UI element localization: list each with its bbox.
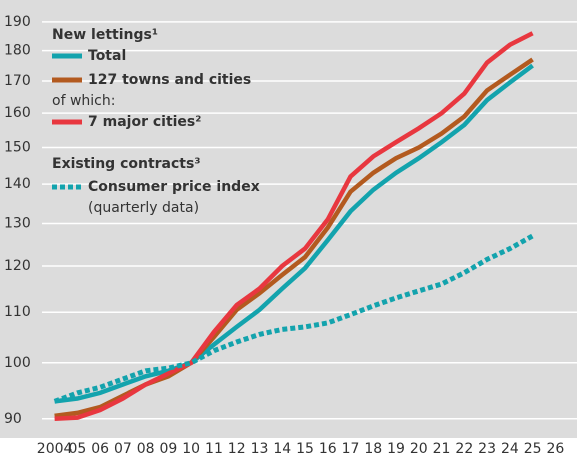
legend-label: 127 towns and cities [88, 72, 251, 88]
x-tick-label: 14 [273, 441, 291, 457]
x-tick-label: 24 [501, 441, 519, 457]
x-tick-label: 07 [114, 441, 132, 457]
legend-label: Consumer price index [88, 179, 260, 195]
series-line [54, 31, 534, 422]
x-tick-label: 20 [410, 441, 428, 457]
x-tick-label: 23 [478, 441, 496, 457]
y-tick-label: 150 [4, 139, 31, 155]
series-line [54, 63, 534, 404]
x-tick-label: 17 [342, 441, 360, 457]
series-line [53, 233, 534, 404]
legend: New lettings¹ Total 127 towns and cities of… [52, 27, 260, 216]
x-tick-label: 09 [160, 441, 178, 457]
legend-heading: of which: [52, 93, 115, 109]
x-tick-label: 10 [182, 441, 200, 457]
x-tick-label: 11 [205, 441, 223, 457]
x-tick-label: 13 [251, 441, 269, 457]
y-tick-label: 120 [4, 258, 31, 274]
y-tick-label: 160 [4, 105, 31, 121]
legend-heading: Existing contracts³ [52, 156, 200, 172]
x-tick-label: 16 [319, 441, 337, 457]
x-tick-label: 15 [296, 441, 314, 457]
x-tick-label: 05 [68, 441, 86, 457]
y-tick-label: 100 [4, 355, 31, 371]
legend-label: 7 major cities² [88, 114, 201, 130]
x-tick-label: 2004 [37, 441, 73, 457]
y-tick-label: 190 [4, 14, 31, 30]
y-tick-label: 180 [4, 43, 31, 59]
legend-label: Total [88, 48, 126, 64]
y-tick-label: 110 [4, 304, 31, 320]
x-tick-label: 21 [433, 441, 451, 457]
y-tick-label: 130 [4, 215, 31, 231]
x-tick-label: 06 [91, 441, 109, 457]
x-tick-label: 08 [137, 441, 155, 457]
y-tick-label: 90 [4, 411, 22, 427]
y-tick-label: 140 [4, 176, 31, 192]
x-tick-label: 26 [546, 441, 564, 457]
legend-note: (quarterly data) [88, 200, 199, 216]
x-tick-label: 18 [364, 441, 382, 457]
x-tick-label: 22 [455, 441, 473, 457]
x-tick-label: 19 [387, 441, 405, 457]
x-tick-label: 12 [228, 441, 246, 457]
legend-heading: New lettings¹ [52, 27, 158, 43]
x-tick-label: 25 [524, 441, 542, 457]
plot-background [0, 0, 577, 438]
y-tick-label: 170 [4, 73, 31, 89]
